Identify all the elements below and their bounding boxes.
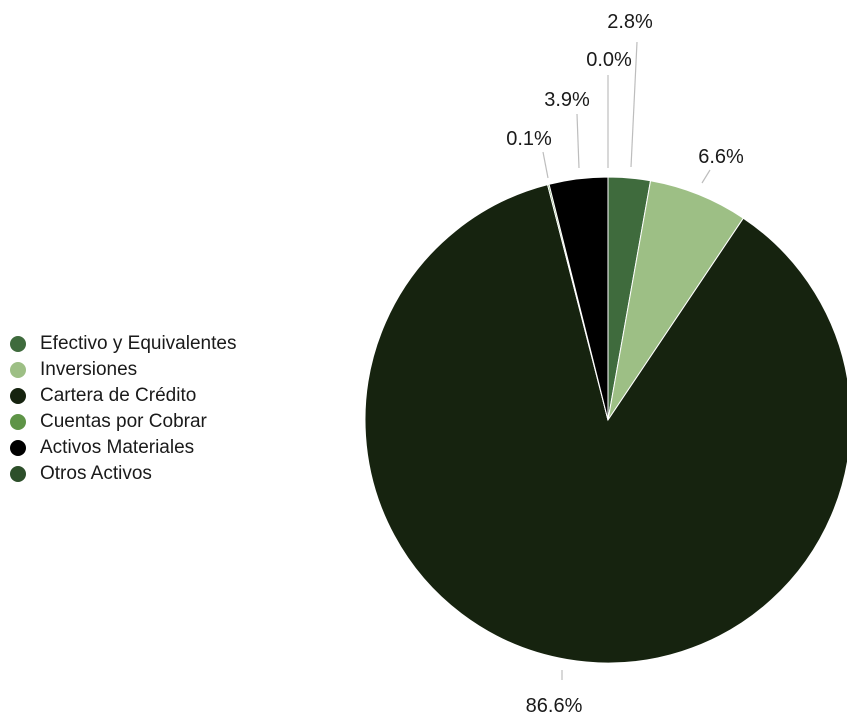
legend: Efectivo y Equivalentes Inversiones Cart… — [10, 331, 236, 487]
legend-item: Inversiones — [10, 357, 236, 383]
legend-swatch-icon — [10, 336, 26, 352]
legend-swatch-icon — [10, 388, 26, 404]
legend-swatch-icon — [10, 440, 26, 456]
legend-label: Otros Activos — [40, 463, 152, 484]
leader-line — [576, 113, 580, 169]
legend-label: Inversiones — [40, 359, 138, 380]
legend-swatch-icon — [10, 362, 26, 378]
data-labels: 2.8% 6.6% 86.6% 0.1% 3.9% 0.0% — [506, 11, 744, 717]
legend-label: Cuentas por Cobrar — [40, 411, 207, 432]
legend-label: Efectivo y Equivalentes — [40, 333, 237, 354]
leader-line — [630, 41, 638, 168]
data-label: 3.9% — [544, 89, 590, 111]
legend-item: Activos Materiales — [10, 435, 236, 461]
pie-slice — [364, 184, 847, 664]
pie-slices — [364, 176, 847, 664]
legend-item: Cuentas por Cobrar — [10, 409, 236, 435]
legend-label: Activos Materiales — [40, 437, 195, 458]
data-label: 0.1% — [506, 128, 552, 150]
legend-item: Otros Activos — [10, 461, 236, 487]
legend-swatch-icon — [10, 466, 26, 482]
legend-label: Cartera de Crédito — [40, 385, 197, 406]
data-label: 2.8% — [607, 11, 653, 33]
pie-slice — [548, 176, 609, 421]
legend-item: Cartera de Crédito — [10, 383, 236, 409]
legend-item: Efectivo y Equivalentes — [10, 331, 236, 357]
legend-swatch-icon — [10, 414, 26, 430]
leader-lines — [542, 41, 711, 680]
data-label: 0.0% — [586, 49, 632, 71]
leader-line — [542, 151, 549, 179]
data-label: 6.6% — [698, 146, 744, 168]
data-label: 86.6% — [526, 695, 583, 717]
leader-line — [701, 169, 711, 184]
